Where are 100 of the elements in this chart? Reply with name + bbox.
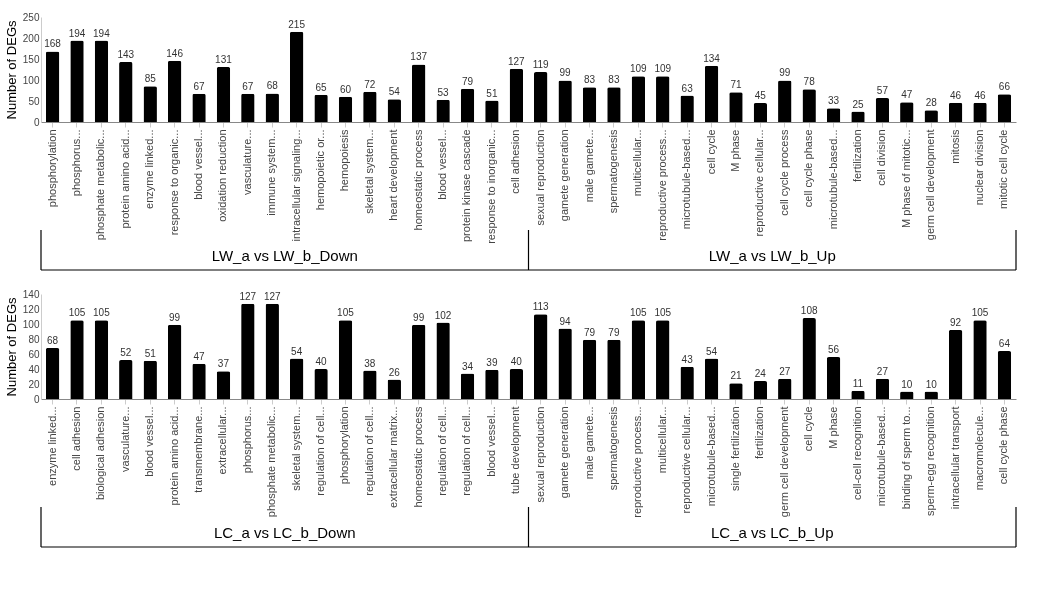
- bar: [509, 68, 524, 122]
- x-tick-label: multicellular...: [631, 129, 644, 197]
- data-label: 57: [876, 85, 889, 97]
- text: LC_a vs LC_b_Up: [710, 524, 834, 541]
- x-tick-label: regulation of cell...: [362, 406, 375, 496]
- data-label: 68: [47, 335, 59, 346]
- x-tick-label: vasculature...: [118, 406, 131, 472]
- x-tick-label: fertilization: [753, 406, 766, 460]
- x-tick-label: cell cycle: [802, 406, 815, 452]
- bar: [875, 378, 890, 399]
- x-tick-label: protein kinase cascade: [460, 129, 473, 243]
- x-tick-label: single fertilization: [728, 406, 741, 491]
- y-tick-label: 100: [22, 318, 40, 330]
- data-label: 67: [193, 80, 206, 92]
- x-tick-label: hemopoiesis: [338, 129, 351, 192]
- x-tick-label: cell division: [875, 129, 888, 186]
- x-tick-label: germ cell development: [777, 406, 790, 518]
- x-tick-label: phosphorylation: [338, 406, 351, 485]
- data-label: 79: [461, 75, 474, 87]
- x-tick-label: reproductive cellular...: [753, 129, 766, 237]
- data-label: 38: [364, 357, 376, 369]
- bar: [167, 324, 182, 399]
- y-tick-label: 60: [28, 348, 40, 360]
- x-tick-label: enzyme linked...: [45, 406, 58, 486]
- bar: [875, 98, 890, 122]
- data-label: 105: [654, 307, 672, 319]
- x-tick-label: tube development: [509, 406, 522, 494]
- data-label: 99: [559, 67, 572, 79]
- data-label: 56: [828, 344, 840, 355]
- data-label: 194: [93, 27, 111, 39]
- bar: [289, 358, 304, 399]
- x-tick-label: microtubule-based...: [704, 406, 717, 507]
- x-tick-label: homeostatic process: [411, 129, 424, 231]
- x-tick-label: protein amino acid...: [167, 406, 180, 506]
- y-tick-label: 100: [22, 74, 40, 86]
- data-label: 27: [876, 365, 889, 377]
- data-label: 11: [852, 377, 864, 389]
- y-tick-label: 40: [28, 363, 40, 375]
- data-label: 108: [800, 305, 818, 316]
- x-tick-label: skeletal system...: [362, 129, 375, 214]
- data-label: 47: [193, 350, 206, 362]
- bar: [45, 348, 60, 399]
- x-tick-label: microtubule-based...: [826, 129, 839, 230]
- data-label: 109: [654, 63, 672, 75]
- x-tick-label: macromolecule...: [973, 406, 985, 491]
- data-label: 79: [583, 326, 596, 338]
- y-tick-label: 0: [33, 116, 40, 128]
- data-label: 127: [239, 290, 257, 302]
- x-tick-label: multicellular...: [655, 406, 668, 474]
- bar: [704, 65, 719, 122]
- data-label: 54: [705, 345, 718, 357]
- data-label: 64: [998, 338, 1011, 349]
- x-tick-label: cell adhesion: [509, 129, 522, 194]
- data-label: 25: [852, 98, 864, 110]
- bar: [167, 60, 182, 122]
- data-label: 67: [242, 80, 254, 92]
- data-label: 102: [434, 309, 452, 321]
- x-tick-label: transmembrane...: [192, 406, 205, 493]
- x-tick-label: biological adhesion: [94, 406, 107, 501]
- data-label: 146: [166, 47, 184, 59]
- bar: [948, 330, 963, 399]
- data-label: 51: [144, 347, 157, 359]
- x-tick-label: reproductive process...: [655, 129, 668, 241]
- x-tick-label: spermatogenesis: [606, 129, 619, 214]
- data-label: 60: [339, 83, 352, 95]
- data-label: 37: [217, 358, 230, 370]
- data-label: 53: [437, 86, 450, 98]
- y-tick-label: 20: [28, 378, 40, 390]
- x-tick-label: response to organic...: [167, 129, 180, 236]
- x-tick-label: cell cycle phase: [802, 129, 815, 208]
- bar: [582, 339, 597, 399]
- data-label: 127: [263, 290, 282, 302]
- y-tick-label: 0: [33, 393, 40, 405]
- x-tick-label: cell cycle process: [777, 129, 790, 216]
- x-tick-label: hemopoietic or...: [314, 129, 327, 211]
- data-label: 40: [315, 356, 328, 367]
- x-tick-label: blood vessel...: [484, 406, 497, 477]
- data-label: 83: [583, 74, 596, 86]
- x-tick-label: mitosis: [948, 129, 961, 164]
- x-tick-label: cell cycle: [704, 129, 717, 175]
- data-label: 39: [486, 356, 498, 368]
- x-tick-label: reproductive process...: [631, 406, 644, 518]
- x-tick-label: regulation of cell...: [460, 406, 473, 496]
- data-label: 33: [828, 95, 840, 107]
- y-axis-title: Number of DEGs: [3, 20, 19, 120]
- data-label: 43: [681, 353, 694, 365]
- x-tick-label: cell cycle phase: [997, 406, 1010, 485]
- x-tick-label: microtubule-based...: [680, 129, 693, 230]
- data-label: 85: [144, 73, 157, 85]
- x-tick-label: blood vessel...: [436, 129, 449, 200]
- data-label: 63: [681, 82, 694, 94]
- data-label: 168: [44, 38, 62, 50]
- x-tick-label: male gamete...: [582, 129, 595, 203]
- bar: [631, 320, 646, 399]
- bar: [826, 108, 841, 122]
- data-label: 51: [486, 87, 498, 99]
- y-tick-label: 140: [22, 288, 40, 300]
- data-label: 143: [117, 48, 135, 60]
- bar: [45, 51, 60, 122]
- data-label: 79: [608, 326, 620, 338]
